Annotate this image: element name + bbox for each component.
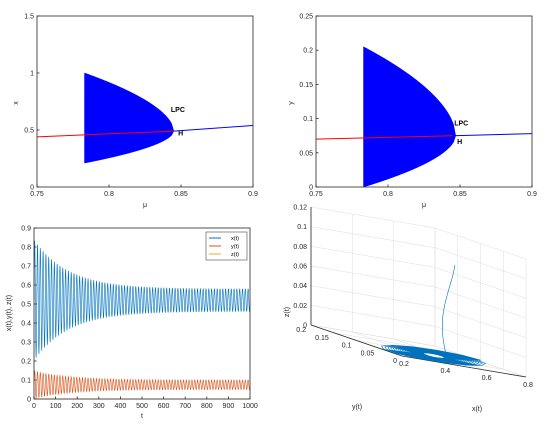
z-tick-label: 0.06 — [293, 264, 307, 271]
x-tick-label: 0 — [32, 403, 36, 410]
x-tick-label: 0.4 — [440, 368, 450, 375]
y-tick-label: 0.05 — [361, 350, 375, 357]
y-tick-label: 0.1 — [303, 116, 313, 123]
y-axis-line — [310, 324, 403, 357]
periodic-orbit-envelope — [84, 72, 175, 164]
x-tick-label: 200 — [71, 403, 83, 410]
grid-line — [310, 265, 436, 288]
x-tick-label: 0.8 — [104, 191, 114, 198]
x-tick-label: 0.9 — [527, 191, 537, 198]
y-tick-label: 0 — [393, 358, 397, 365]
x-tick-label: 500 — [136, 403, 148, 410]
plot-frame — [36, 15, 254, 188]
annotation-lpc: LPC — [171, 107, 185, 114]
legend-label-y: y(t) — [231, 244, 239, 250]
grid-line — [310, 285, 436, 307]
y-tick-label: 0.1 — [342, 343, 352, 350]
panel-phase-portrait: 0.20.40.60.800.050.10.150.200.020.040.06… — [284, 205, 533, 414]
legend-label-z: z(t) — [231, 252, 239, 258]
y-tick-label: 0.8 — [21, 245, 31, 252]
y-tick-label: 0.4 — [21, 321, 31, 328]
x-tick-label: 0.2 — [399, 361, 409, 368]
annotation-lpc: LPC — [454, 120, 468, 127]
y-tick-label: 0.9 — [21, 226, 31, 233]
annotation-hopf: H — [457, 139, 462, 146]
x-tick-label: 600 — [158, 403, 170, 410]
y-tick-label: 0.2 — [296, 327, 306, 334]
z-tick-label: 0.02 — [293, 303, 307, 310]
y-tick-label: 0.2 — [21, 359, 31, 366]
y-tick-label: 0 — [30, 185, 34, 192]
y-tick-label: 0.05 — [299, 150, 313, 157]
panel-time-series: 0 100 200 300 400 500 600 700 800 900 1000 0 0.1 0.2 0… — [6, 226, 258, 421]
y-tick-label: 0.25 — [299, 14, 313, 21]
x-tick-label: 0.9 — [248, 191, 258, 198]
z-axis-label: z(t) — [284, 307, 291, 317]
x-tick-label: 0.8 — [383, 191, 393, 198]
y-axis-label: y — [288, 101, 295, 105]
y-tick-label: 0.3 — [21, 340, 31, 347]
y-axis-label: x — [13, 101, 20, 105]
y-tick-label: 0.5 — [24, 128, 34, 135]
plot-frame — [315, 15, 533, 188]
grid-line — [310, 324, 436, 347]
x-tick-label: 100 — [50, 403, 62, 410]
y-tick-label: 0.7 — [21, 264, 31, 271]
x-tick-label: 1000 — [242, 403, 258, 410]
x-axis-label: μ — [143, 202, 147, 209]
x-tick-label: 400 — [115, 403, 127, 410]
legend: x(t) y(t) z(t) — [205, 231, 248, 261]
y-tick-label: 0.2 — [303, 48, 313, 55]
x-tick-label: 0.8 — [523, 382, 533, 389]
x-tick-label: 300 — [93, 403, 105, 410]
y-tick-label: 0.15 — [299, 82, 313, 89]
periodic-orbit-envelope — [363, 46, 456, 188]
x-axis-label: x(t) — [472, 406, 482, 413]
z-tick-label: 0.04 — [293, 283, 307, 290]
y-tick-label: 0.5 — [21, 302, 31, 309]
grid-line — [310, 206, 436, 229]
y-tick-label: 1.5 — [24, 14, 34, 21]
x-tick-label: 900 — [223, 403, 235, 410]
y-axis-label: x(t),y(t), z(t) — [6, 295, 13, 331]
y-tick-label: 0.15 — [315, 335, 329, 342]
x-tick-label: 800 — [201, 403, 213, 410]
y-tick-label: 0 — [309, 185, 313, 192]
x-axis-line — [401, 355, 527, 378]
x-tick-label: 0.6 — [482, 375, 492, 382]
y-tick-label: 1 — [30, 71, 34, 78]
x-tick-label: 700 — [179, 403, 191, 410]
y-tick-label: 0.1 — [21, 378, 31, 385]
x-tick-label: 0.75 — [309, 191, 323, 198]
stable-branch-line — [173, 124, 254, 132]
x-tick-label: 0.85 — [174, 191, 188, 198]
legend-label-x: x(t) — [231, 236, 239, 242]
series-line-x — [33, 240, 251, 358]
x-tick-label: 0.85 — [453, 191, 467, 198]
x-tick-label: 0.75 — [30, 191, 44, 198]
z-tick-label: 0.08 — [293, 244, 307, 251]
annotation-hopf: H — [178, 131, 183, 138]
unstable-branch-line — [36, 130, 174, 138]
z-tick-label: 0.12 — [293, 205, 307, 212]
x-axis-label: t — [141, 413, 143, 420]
grid-line — [310, 305, 436, 327]
panel-bifurcation-y: 0.75 0.8 0.85 0.9 0 0.05 0.1 0.15 0.2 0.25 μ y LP… — [288, 14, 537, 210]
panel-bifurcation-x: 0.75 0.8 0.85 0.9 0 0.5 1 1.5 μ x LPC H — [13, 14, 258, 210]
trajectory-line — [381, 265, 487, 366]
plot-frame — [33, 227, 251, 400]
z-tick-label: 0 — [303, 323, 307, 330]
grid-line — [310, 226, 436, 248]
y-tick-label: 0 — [27, 397, 31, 404]
y-axis-label: y(t) — [352, 404, 362, 411]
grid-line — [310, 246, 436, 268]
unstable-branch-line — [315, 135, 453, 140]
x-axis-label: μ — [422, 202, 426, 209]
z-tick-label: 0.1 — [297, 224, 307, 231]
series-line-y — [33, 370, 251, 399]
stable-branch-line — [452, 133, 533, 137]
y-tick-label: 0.6 — [21, 283, 31, 290]
